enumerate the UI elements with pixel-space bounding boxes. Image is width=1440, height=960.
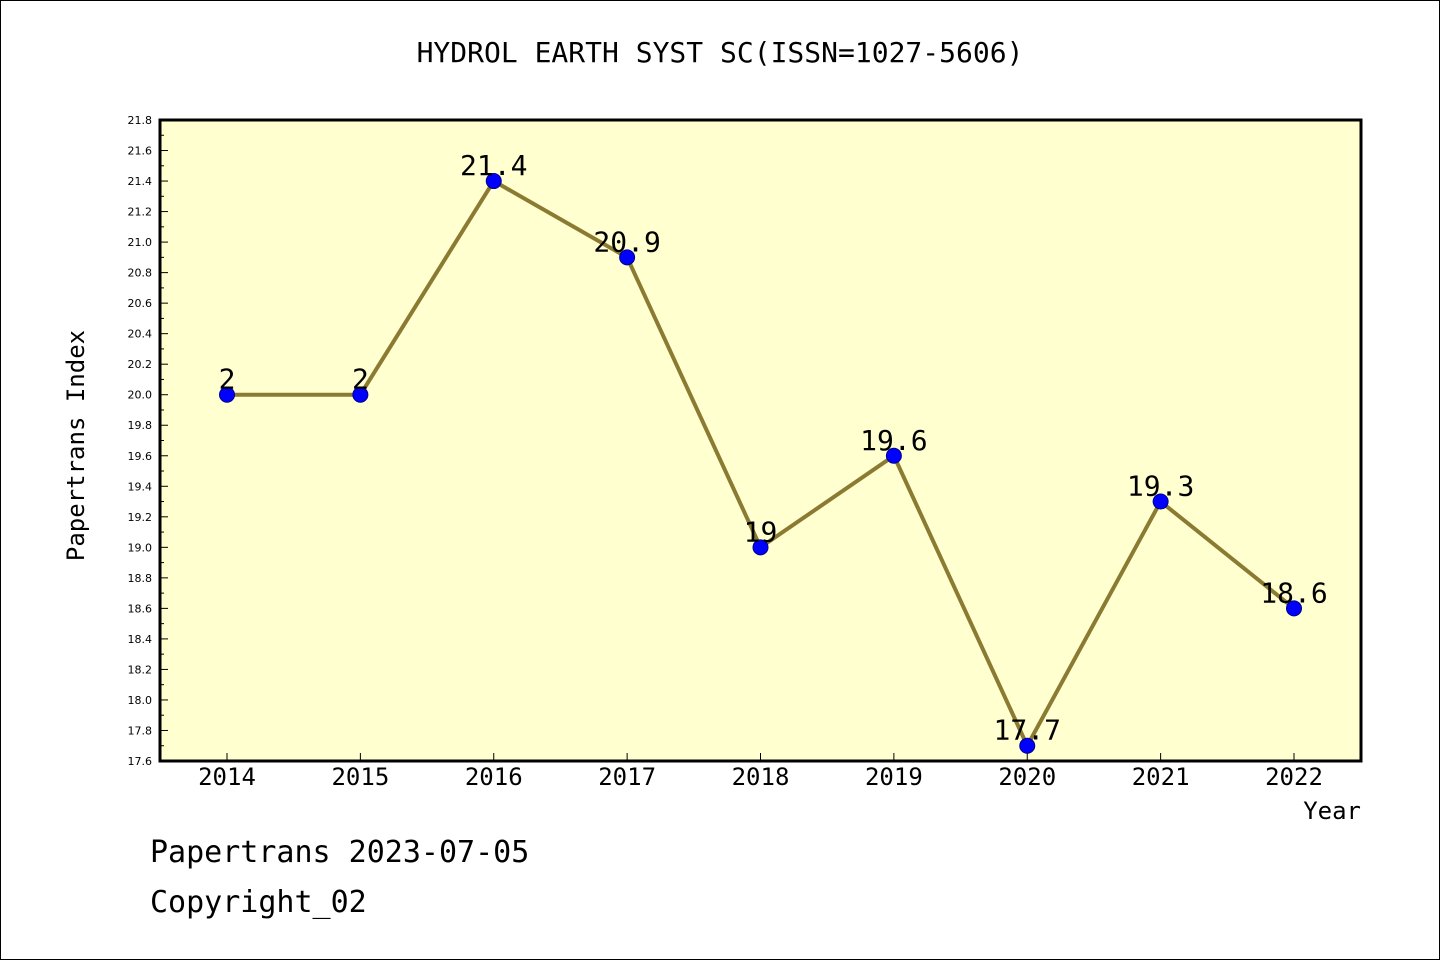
data-label: 17.7 [994,714,1061,747]
y-tick-label: 20.8 [128,267,153,280]
data-point[interactable] [485,173,502,190]
x-tick-label: 2021 [1132,763,1190,791]
data-point[interactable] [1286,600,1302,617]
y-tick-label: 21.2 [128,206,153,219]
y-tick-label: 19.2 [128,511,153,524]
x-tick-label: 2022 [1265,763,1323,791]
data-point[interactable] [1019,737,1036,754]
y-tick-label: 18.6 [128,602,153,615]
data-label: 19.3 [1127,470,1194,503]
y-tick-label: 20.6 [128,297,153,310]
data-label: 18.6 [1260,576,1327,609]
y-tick-label: 20.2 [128,358,153,371]
y-tick-label: 21.8 [128,114,153,127]
x-tick-label: 2017 [598,763,656,791]
data-point[interactable] [619,249,636,266]
data-point[interactable] [1152,493,1169,510]
x-tick-label: 2016 [465,763,523,791]
x-tick-label: 2020 [998,763,1056,791]
y-tick-label: 21.6 [128,145,153,158]
y-tick-label: 20.0 [128,389,153,402]
data-point[interactable] [352,386,369,403]
data-point[interactable] [752,539,769,556]
y-tick-label: 17.6 [128,755,153,768]
y-tick-label: 19.4 [128,480,153,493]
footer-date: Papertrans 2023-07-05 [150,835,530,870]
y-tick-label: 17.8 [128,724,153,737]
data-label: 21.4 [460,149,527,182]
y-tick-label: 18.0 [128,694,153,707]
data-label: 19.6 [860,424,927,457]
y-tick-label: 20.4 [128,328,153,341]
plot-background [160,120,1361,761]
data-label: 2 [219,363,236,396]
y-tick-label: 21.4 [128,175,153,188]
y-tick-label: 19.0 [128,541,153,554]
data-label: 19 [744,515,778,548]
data-point[interactable] [219,386,235,403]
y-tick-label: 18.2 [128,663,153,676]
data-label: 20.9 [593,225,660,258]
plot-border [158,118,1363,763]
y-tick-label: 18.8 [128,572,153,585]
x-tick-label: 2015 [331,763,389,791]
footer-copyright: Copyright_02 [150,885,367,920]
y-tick-label: 19.6 [128,450,153,463]
plot-area: 17.6 17.8 18.0 18.2 18.4 18.6 18.8 19.0 19.2 19.4… [62,114,1363,825]
x-tick-label: 2019 [865,763,923,791]
x-tick-label: 2014 [198,763,256,791]
chart-title: HYDROL EARTH SYST SC(ISSN=1027-5606) [416,36,1024,69]
x-axis-label: Year [1303,797,1361,825]
y-tick-label: 21.0 [128,236,153,249]
y-tick-label: 19.8 [128,419,153,432]
y-tick-label: 18.4 [128,633,153,646]
y-axis-label: Papertrans Index [62,330,90,561]
x-tick-label: 2018 [732,763,790,791]
data-point[interactable] [885,447,902,464]
data-label: 2 [352,363,369,396]
